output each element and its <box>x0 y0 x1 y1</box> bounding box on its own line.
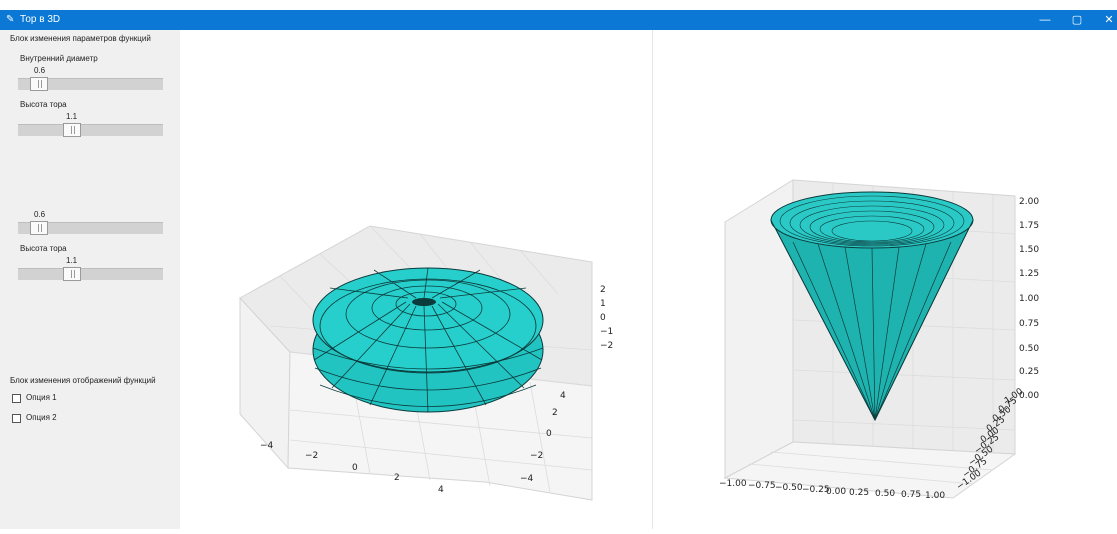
slider-thumb[interactable] <box>30 221 48 235</box>
inner-diameter-slider[interactable] <box>18 77 163 91</box>
minimize-button[interactable]: — <box>1039 14 1051 26</box>
x-tick: −1.00 <box>719 479 747 489</box>
x-tick: 4 <box>438 485 444 495</box>
floor-pane <box>723 441 1017 499</box>
slider-thumb[interactable] <box>63 123 81 137</box>
z-tick: 1 <box>600 299 606 309</box>
x-tick: −0.25 <box>802 485 830 495</box>
inner-diameter-value: 0.6 <box>34 66 46 75</box>
x-tick: −4 <box>260 441 274 451</box>
z-tick: 2.00 <box>1019 197 1039 207</box>
torus-height-label: Высота тора <box>20 100 67 109</box>
option-2-checkbox[interactable] <box>12 414 21 423</box>
z-tick: 1.75 <box>1019 221 1039 231</box>
z-tick: 1.25 <box>1019 269 1039 279</box>
app-feather-icon: ✎ <box>6 14 15 25</box>
slider-thumb[interactable] <box>30 77 48 91</box>
y-tick: −4 <box>520 474 534 484</box>
x-tick: 1.00 <box>925 491 945 501</box>
y-axis-ticks: 4 2 0 −2 −4 <box>520 391 566 484</box>
option-1-checkbox[interactable] <box>12 394 21 403</box>
x-tick: 0 <box>352 463 358 473</box>
x-tick: −2 <box>305 451 318 461</box>
cone-3d-plot[interactable]: 2.00 1.75 1.50 1.25 1.00 0.75 0.50 0.25 … <box>653 30 1117 529</box>
torus-3d-plot[interactable]: 2 1 0 −1 −2 4 2 0 −2 −4 −4 −2 0 2 4 <box>180 30 652 529</box>
z-tick: 0 <box>600 313 606 323</box>
torus-height-slider-2[interactable] <box>18 267 163 281</box>
x-tick: 0.75 <box>901 490 921 500</box>
y-tick: −2 <box>530 451 543 461</box>
z-tick: 0.75 <box>1019 319 1039 329</box>
z-tick: −2 <box>600 341 613 351</box>
maximize-button[interactable]: ▢ <box>1071 14 1083 26</box>
title-bar: ✎ Тор в 3D — ▢ ✕ <box>0 10 1117 30</box>
z-tick: −1 <box>600 327 613 337</box>
z-tick: 0.25 <box>1019 367 1039 377</box>
y-tick: 0 <box>546 429 552 439</box>
x-tick: −0.75 <box>748 481 776 491</box>
cone-3d-axes: 2.00 1.75 1.50 1.25 1.00 0.75 0.50 0.25 … <box>719 179 1039 501</box>
x-tick: 2 <box>394 473 400 483</box>
x-tick: 0.25 <box>849 488 869 498</box>
torus-height-value: 1.1 <box>66 112 78 121</box>
torus-surface <box>312 267 544 413</box>
cone-surface <box>770 191 974 422</box>
slider-thumb[interactable] <box>63 267 81 281</box>
torus-height-label-2: Высота тора <box>20 244 67 253</box>
control-panel: Блок изменения параметров функций Внутре… <box>0 30 180 529</box>
x-tick: 0.50 <box>875 489 895 499</box>
plot-divider <box>652 30 653 529</box>
z-tick: 1.00 <box>1019 294 1039 304</box>
x-tick: −0.50 <box>775 483 803 493</box>
y-tick: 2 <box>552 408 558 418</box>
x-axis-ticks: −1.00 −0.75 −0.50 −0.25 0.00 0.25 0.50 0… <box>719 479 945 501</box>
option-2-label: Опция 2 <box>26 413 57 422</box>
display-section-header: Блок изменения отображений функций <box>10 376 156 385</box>
params-section-header: Блок изменения параметров функций <box>10 34 151 43</box>
x-axis-ticks: −4 −2 0 2 4 <box>260 441 444 495</box>
inner-diameter-label: Внутренний диаметр <box>20 54 98 63</box>
z-tick: 2 <box>600 285 606 295</box>
z-tick: 1.50 <box>1019 245 1039 255</box>
option-1-label: Опция 1 <box>26 393 57 402</box>
z-tick: 0.00 <box>1019 391 1039 401</box>
x-tick: 0.00 <box>826 487 846 497</box>
grid-lines <box>269 225 593 493</box>
torus-height-value-2: 1.1 <box>66 256 78 265</box>
param-slider-2[interactable] <box>18 221 163 235</box>
torus-height-slider[interactable] <box>18 123 163 137</box>
close-button[interactable]: ✕ <box>1104 14 1114 26</box>
z-axis-ticks: 2 1 0 −1 −2 <box>600 285 613 351</box>
y-tick: 4 <box>560 391 566 401</box>
torus-3d-axes: 2 1 0 −1 −2 4 2 0 −2 −4 −4 −2 0 2 4 <box>239 225 613 501</box>
window-title: Тор в 3D <box>20 14 61 25</box>
z-axis-ticks: 2.00 1.75 1.50 1.25 1.00 0.75 0.50 0.25 … <box>1019 197 1039 401</box>
z-tick: 0.50 <box>1019 344 1039 354</box>
param-value-2: 0.6 <box>34 210 46 219</box>
